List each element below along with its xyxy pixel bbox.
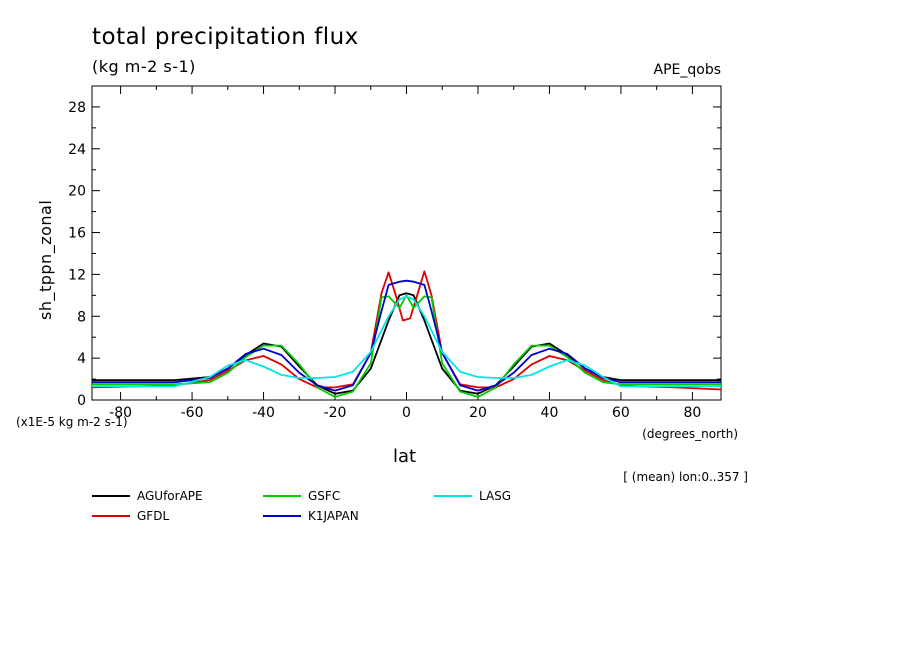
x-tick-label: 40 [541,405,559,421]
legend-label: GFDL [137,509,170,523]
legend-swatch [434,495,472,497]
x-tick-label: -80 [109,405,132,421]
x-tick-label: 20 [469,405,487,421]
x-tick-label: -20 [324,405,347,421]
x-tick-label: -40 [252,405,275,421]
legend-label: K1JAPAN [308,509,359,523]
legend-label: AGUforAPE [137,489,203,503]
series-line-k1japan [92,279,721,392]
averaging-note: [ (mean) lon:0..357 ] [623,470,748,484]
legend-swatch [263,495,301,497]
dataset-label: APE_qobs [653,62,722,78]
legend-swatch [92,495,130,497]
legend-swatch [92,515,130,517]
x-tick-label: 60 [612,405,630,421]
x-tick-label: 80 [683,405,701,421]
y-tick-label: 20 [68,184,86,200]
legend-label: GSFC [308,489,341,503]
chart-title: total precipitation flux [92,24,359,50]
y-tick-label: 24 [68,142,86,158]
x-axis-label: lat [393,446,417,467]
x-tick-label: -60 [181,405,204,421]
series-line-aguforape [92,292,721,395]
plot-frame [91,85,722,401]
legend-label: LASG [479,489,512,503]
y-tick-label: 28 [68,100,86,116]
legend-swatch [263,515,301,517]
y-tick-label: 16 [68,226,86,242]
y-scale-note: (x1E-5 kg m-2 s-1) [16,415,128,429]
x-tick-label: 0 [402,405,411,421]
x-axis-units: (degrees_north) [642,427,738,441]
y-tick-label: 0 [77,393,86,409]
series-line-gfdl [91,270,722,391]
series-line-lasg [92,295,721,388]
y-tick-label: 8 [77,309,86,325]
y-tick-label: 12 [68,267,86,283]
chart-units: (kg m-2 s-1) [92,57,196,76]
y-tick-label: 4 [77,351,86,367]
